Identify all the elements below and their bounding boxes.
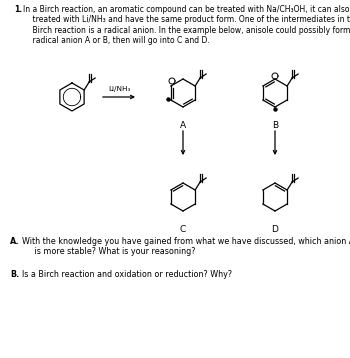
Text: C: C <box>180 225 186 234</box>
Text: A: A <box>180 121 186 130</box>
Text: 1.: 1. <box>14 5 22 14</box>
Text: B: B <box>272 121 278 130</box>
Text: In a Birch reaction, an aromatic compound can be treated with Na/CH₃OH, it can a: In a Birch reaction, an aromatic compoun… <box>23 5 350 45</box>
Text: D: D <box>272 225 279 234</box>
Text: Li/NH₃: Li/NH₃ <box>108 86 130 92</box>
Text: With the knowledge you have gained from what we have discussed, which anion A or: With the knowledge you have gained from … <box>22 237 350 256</box>
Text: B.: B. <box>10 270 19 279</box>
Text: Is a Birch reaction and oxidation or reduction? Why?: Is a Birch reaction and oxidation or red… <box>22 270 232 279</box>
Text: A.: A. <box>10 237 20 246</box>
